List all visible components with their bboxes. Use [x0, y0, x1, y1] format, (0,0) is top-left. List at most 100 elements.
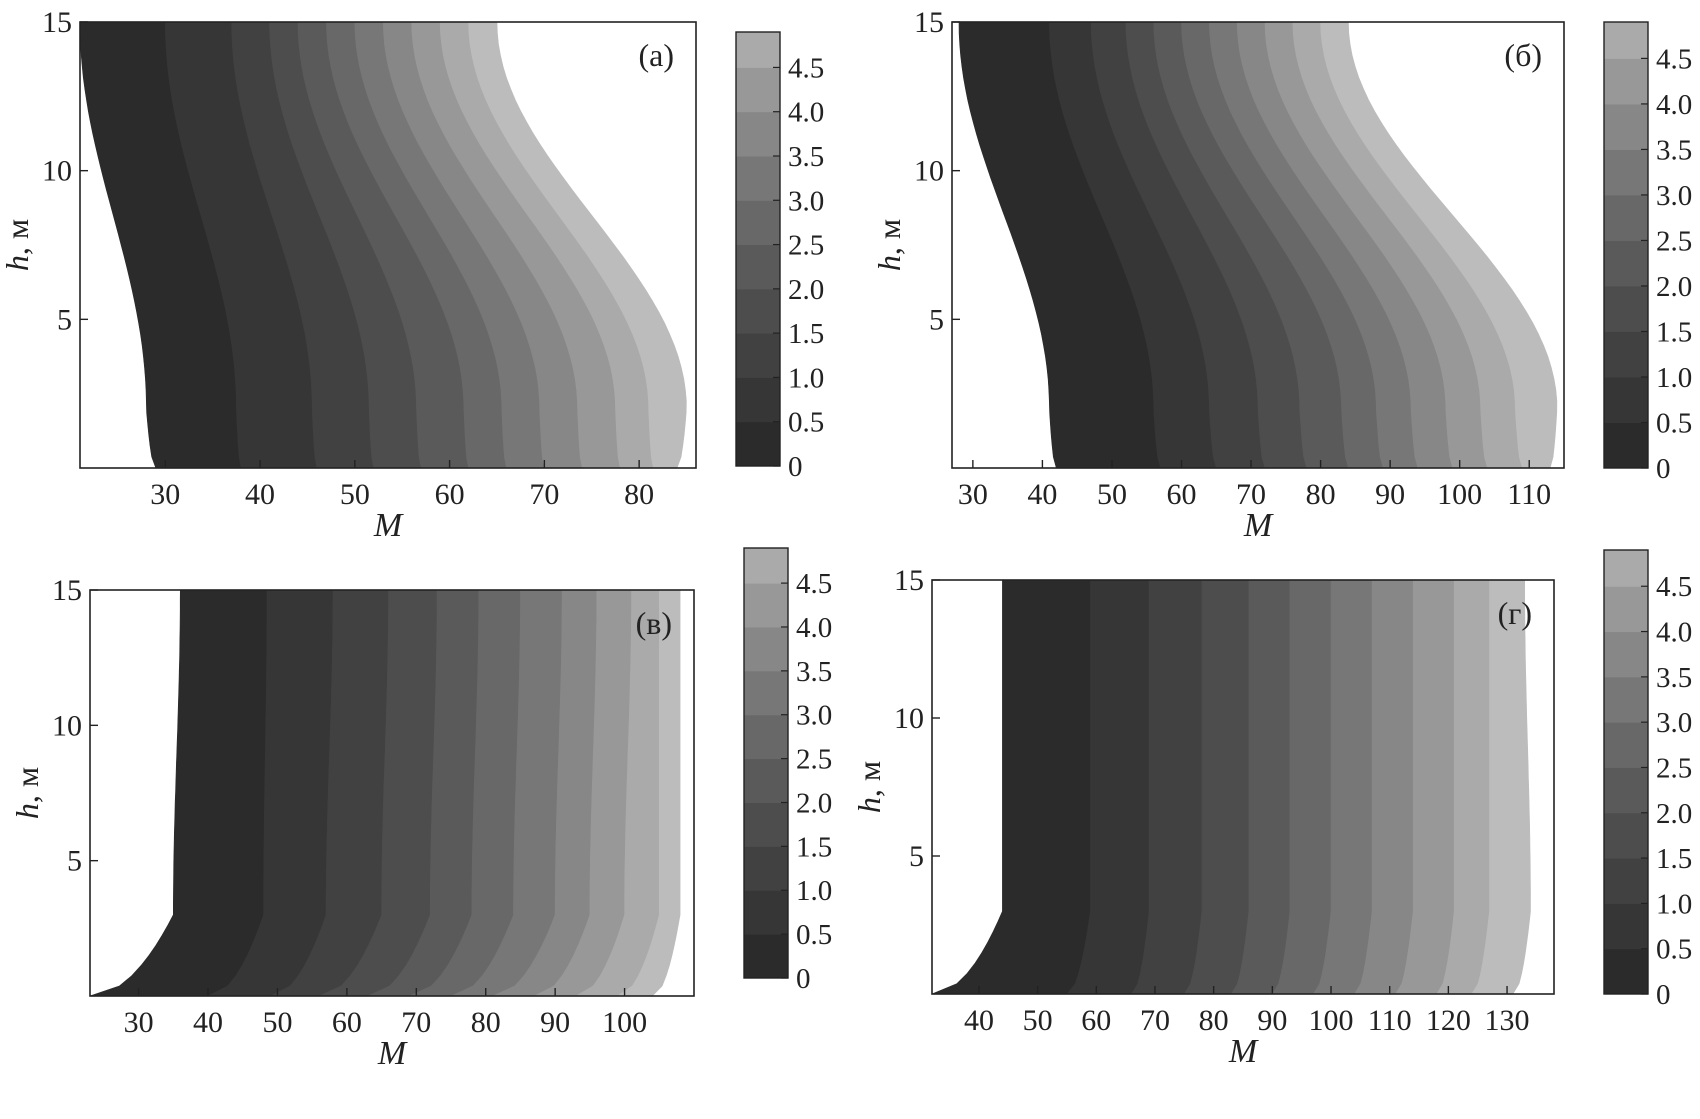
colorbar-segment-3	[1604, 285, 1648, 332]
colorbar-tick-label: 1.5	[796, 831, 832, 863]
x-tick-label: 130	[1485, 1004, 1530, 1037]
colorbar-tick-label: 2.0	[796, 787, 832, 819]
y-axis-label-var: h	[0, 255, 35, 271]
y-tick-label: 15	[894, 564, 924, 597]
y-tick-label: 10	[914, 155, 944, 188]
colorbar-segment-4	[744, 758, 788, 803]
colorbar-segment-6	[1604, 149, 1648, 196]
colorbar-tick-label: 1.5	[788, 318, 824, 350]
colorbar-frame	[1603, 21, 1649, 469]
x-tick-label: 30	[958, 478, 988, 511]
y-tick-label: 10	[894, 702, 924, 735]
colorbar-frame	[735, 31, 781, 467]
x-axis-label: M	[377, 1035, 408, 1072]
x-tick-label: 60	[1167, 478, 1197, 511]
y-tick-label: 5	[67, 845, 82, 878]
colorbar-segment-9	[1604, 22, 1648, 59]
contour-band-10	[1471, 580, 1531, 994]
colorbar-segment-3	[1604, 812, 1648, 859]
x-tick-label: 50	[1097, 478, 1127, 511]
colorbar-segment-5	[736, 200, 780, 246]
colorbar-tick-label: 0	[796, 963, 811, 995]
colorbar-segment-8	[736, 67, 780, 113]
colorbar-segment-4	[1604, 240, 1648, 287]
x-tick-label: 60	[435, 478, 465, 511]
colorbar-segment-4	[1604, 767, 1648, 814]
colorbar-segment-9	[744, 548, 788, 584]
colorbar-tick-label: 3.5	[788, 141, 824, 173]
x-tick-label: 50	[340, 478, 370, 511]
y-axis-label-var: h	[9, 803, 45, 819]
x-tick-label: 60	[1081, 1004, 1111, 1037]
x-tick-label: 120	[1426, 1004, 1471, 1037]
y-tick-label: 5	[57, 303, 72, 336]
colorbar-tick-label: 2.5	[796, 744, 832, 776]
y-axis-label-unit: , м	[851, 761, 887, 797]
colorbar-tick-label: 1.5	[1656, 843, 1692, 875]
colorbar-segment-6	[736, 156, 780, 201]
x-tick-label: 40	[1027, 478, 1057, 511]
y-axis-label: h, м	[871, 219, 907, 271]
colorbar-tick-label: 3.0	[796, 700, 832, 732]
x-tick-label: 70	[1140, 1004, 1170, 1037]
colorbar-tick-label: 1.0	[1656, 362, 1692, 394]
y-tick-label: 15	[914, 6, 944, 39]
colorbar-tick-label: 4.5	[1656, 571, 1692, 603]
panel-2: 30 40 50 60 70 80 90 100 110 5 10 15 Mh, м (б) 0 0.5 1.0…	[871, 6, 1692, 544]
colorbar-tick-label: 0.5	[796, 919, 832, 951]
panel-4: 40 50 60 70 80 90 100 110 120 130 5 10 15 Mh, м (г) 0 0.…	[851, 549, 1692, 1070]
colorbar-tick-label: 3.5	[796, 656, 832, 688]
colorbar-segment-2	[1604, 858, 1648, 904]
colorbar-tick-label: 2.0	[1656, 271, 1692, 303]
colorbar-tick-label: 4.5	[788, 52, 824, 84]
plot-frame	[79, 21, 697, 469]
colorbar-tick-label: 4.5	[1656, 43, 1692, 75]
colorbar-segment-7	[736, 111, 780, 157]
x-tick-label: 50	[1023, 1004, 1053, 1037]
x-tick-label: 40	[964, 1004, 994, 1037]
x-tick-label: 100	[1309, 1004, 1354, 1037]
x-tick-label: 110	[1368, 1004, 1412, 1037]
plot-frame	[951, 21, 1565, 469]
colorbar-segment-0	[1604, 422, 1648, 469]
colorbar-tick-label: 3.0	[1656, 707, 1692, 739]
colorbar-frame	[1603, 549, 1649, 995]
x-axis-label: M	[373, 507, 404, 544]
colorbar-tick-label: 4.0	[1656, 89, 1692, 121]
contour-bands	[958, 22, 1558, 468]
colorbar-tick-label: 3.5	[1656, 662, 1692, 694]
colorbar-tick-label: 3.0	[788, 185, 824, 217]
colorbar-tick-label: 2.5	[788, 230, 824, 262]
colorbar-segment-9	[736, 32, 780, 68]
colorbar-segment-7	[1604, 103, 1648, 150]
colorbar-tick-label: 2.5	[1656, 225, 1692, 257]
colorbar-segment-5	[1604, 722, 1648, 768]
x-tick-label: 70	[401, 1006, 431, 1039]
colorbar-segment-8	[1604, 586, 1648, 633]
x-tick-label: 90	[1375, 478, 1405, 511]
colorbar-segment-1	[744, 890, 788, 935]
colorbar-segment-1	[1604, 376, 1648, 423]
y-axis-label-var: h	[871, 255, 907, 271]
colorbar-segment-0	[744, 934, 788, 979]
x-tick-label: 100	[602, 1006, 647, 1039]
x-tick-label: 30	[150, 478, 180, 511]
x-tick-label: 80	[1199, 1004, 1229, 1037]
y-axis-label-unit: , м	[871, 219, 907, 255]
contour-band-10	[1320, 22, 1558, 468]
colorbar-segment-7	[744, 626, 788, 672]
colorbar: 0 0.5 1.0 1.5 2.0 2.5 3.0 3.5 4.0 4.5	[743, 547, 832, 995]
colorbar: 0 0.5 1.0 1.5 2.0 2.5 3.0 3.5 4.0 4.5	[1603, 549, 1692, 1011]
colorbar-frame	[743, 547, 789, 979]
colorbar-segment-5	[1604, 194, 1648, 241]
y-tick-label: 5	[909, 840, 924, 873]
colorbar-tick-label: 3.0	[1656, 180, 1692, 212]
colorbar-segment-4	[736, 244, 780, 290]
x-tick-label: 30	[124, 1006, 154, 1039]
y-axis-label: h, м	[851, 761, 887, 813]
y-axis-label: h, м	[9, 767, 45, 819]
x-tick-label: 60	[332, 1006, 362, 1039]
colorbar-tick-label: 1.5	[1656, 316, 1692, 348]
y-axis-label-var: h	[851, 797, 887, 813]
colorbar-segment-2	[744, 846, 788, 891]
